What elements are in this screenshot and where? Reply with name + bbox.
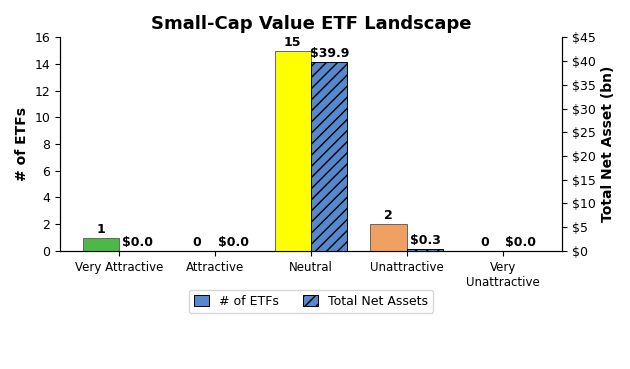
- Text: $0.3: $0.3: [410, 234, 440, 248]
- Text: 1: 1: [97, 223, 106, 235]
- Text: $39.9: $39.9: [309, 46, 349, 59]
- Text: 0: 0: [193, 236, 202, 249]
- Text: $0.0: $0.0: [122, 236, 153, 249]
- Text: 15: 15: [284, 36, 302, 49]
- Y-axis label: # of ETFs: # of ETFs: [15, 107, 29, 181]
- Text: $0.0: $0.0: [218, 236, 249, 249]
- Y-axis label: Total Net Asset (bn): Total Net Asset (bn): [601, 66, 615, 222]
- Bar: [407, 249, 444, 251]
- Text: 2: 2: [384, 209, 393, 222]
- Legend: # of ETFs, Total Net Assets: # of ETFs, Total Net Assets: [188, 290, 433, 313]
- Text: $0.0: $0.0: [505, 236, 536, 249]
- Bar: [83, 238, 119, 251]
- Text: 0: 0: [480, 236, 489, 249]
- Title: Small-Cap Value ETF Landscape: Small-Cap Value ETF Landscape: [151, 15, 471, 33]
- Bar: [275, 51, 311, 251]
- Bar: [311, 62, 347, 251]
- Bar: [370, 224, 407, 251]
